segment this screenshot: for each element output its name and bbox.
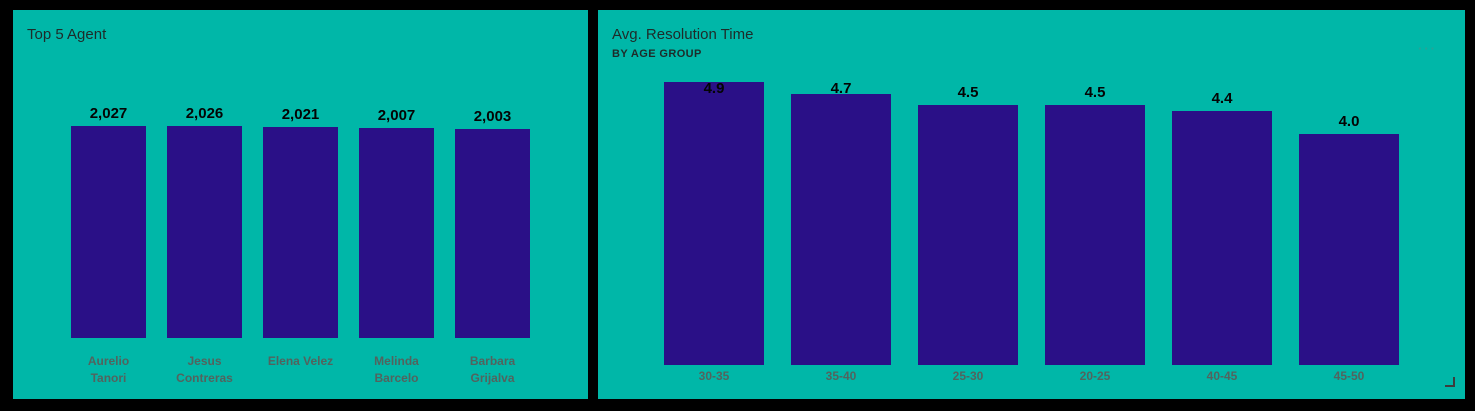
chart-title: Top 5 Agent: [27, 26, 107, 43]
category-label: 35-40: [825, 369, 857, 383]
bar-column: 2,026: [167, 96, 242, 338]
resize-handle-icon[interactable]: [1445, 377, 1455, 387]
bar-column: 2,027: [71, 96, 146, 338]
bar-plot-area: 2,027 2,026 2,021 2,007 2,003: [13, 96, 588, 338]
data-label: 2,026: [185, 105, 224, 122]
data-label: 4.7: [830, 80, 852, 97]
bar-30-35[interactable]: [664, 82, 764, 365]
bar-column: 4.7: [791, 80, 891, 365]
data-label: 2,027: [89, 105, 128, 122]
chart-panel-top-5-agent: Top 5 Agent 2,027 2,026 2,021 2,007 2,003 Au…: [13, 10, 588, 399]
bar-column: 4.9: [664, 80, 764, 365]
bar-20-25[interactable]: [1045, 105, 1145, 365]
bar-jesus-contreras[interactable]: [167, 126, 242, 338]
data-label: 4.4: [1211, 90, 1233, 107]
bar-40-45[interactable]: [1172, 111, 1272, 365]
data-label: 4.0: [1338, 113, 1360, 130]
bar-column: 4.5: [918, 80, 1018, 365]
data-label: 4.5: [1084, 84, 1106, 101]
category-label: Melinda Barcelo: [374, 354, 419, 385]
category-label: Elena Velez: [267, 354, 334, 368]
x-axis-labels: 30-35 35-40 25-30 20-25 40-45 45-50: [598, 368, 1465, 385]
more-options-icon[interactable]: ···: [1418, 41, 1437, 56]
category-label: 30-35: [698, 369, 730, 383]
data-label: 4.9: [703, 80, 725, 97]
x-axis-labels: Aurelio Tanori Jesus Contreras Elena Velez…: [13, 353, 588, 387]
bar-column: 2,003: [455, 96, 530, 338]
data-label: 4.5: [957, 84, 979, 101]
chart-panel-avg-resolution-time: Avg. Resolution Time BY AGE GROUP ··· 4.…: [598, 10, 1465, 399]
category-label: 20-25: [1079, 369, 1111, 383]
bar-melinda-barcelo[interactable]: [359, 128, 434, 338]
category-label: 25-30: [952, 369, 984, 383]
bar-45-50[interactable]: [1299, 134, 1399, 365]
chart-subtitle: BY AGE GROUP: [612, 48, 702, 60]
bar-column: 4.5: [1045, 80, 1145, 365]
bar-column: 2,007: [359, 96, 434, 338]
bar-column: 4.4: [1172, 80, 1272, 365]
bar-column: 2,021: [263, 96, 338, 338]
category-label: Aurelio Tanori: [87, 354, 130, 385]
category-label: 45-50: [1333, 369, 1365, 383]
category-label: Barbara Grijalva: [469, 354, 516, 385]
data-label: 2,003: [473, 108, 512, 125]
category-label: Jesus Contreras: [176, 354, 233, 385]
bar-25-30[interactable]: [918, 105, 1018, 365]
bar-plot-area: 4.9 4.7 4.5 4.5 4.4 4.0: [598, 80, 1465, 365]
bar-35-40[interactable]: [791, 94, 891, 365]
chart-title: Avg. Resolution Time: [612, 26, 754, 43]
bar-column: 4.0: [1299, 80, 1399, 365]
bar-aurelio-tanori[interactable]: [71, 126, 146, 338]
data-label: 2,021: [281, 106, 320, 123]
data-label: 2,007: [377, 107, 416, 124]
bar-barbara-grijalva[interactable]: [455, 129, 530, 338]
category-label: 40-45: [1206, 369, 1238, 383]
bar-elena-velez[interactable]: [263, 127, 338, 338]
